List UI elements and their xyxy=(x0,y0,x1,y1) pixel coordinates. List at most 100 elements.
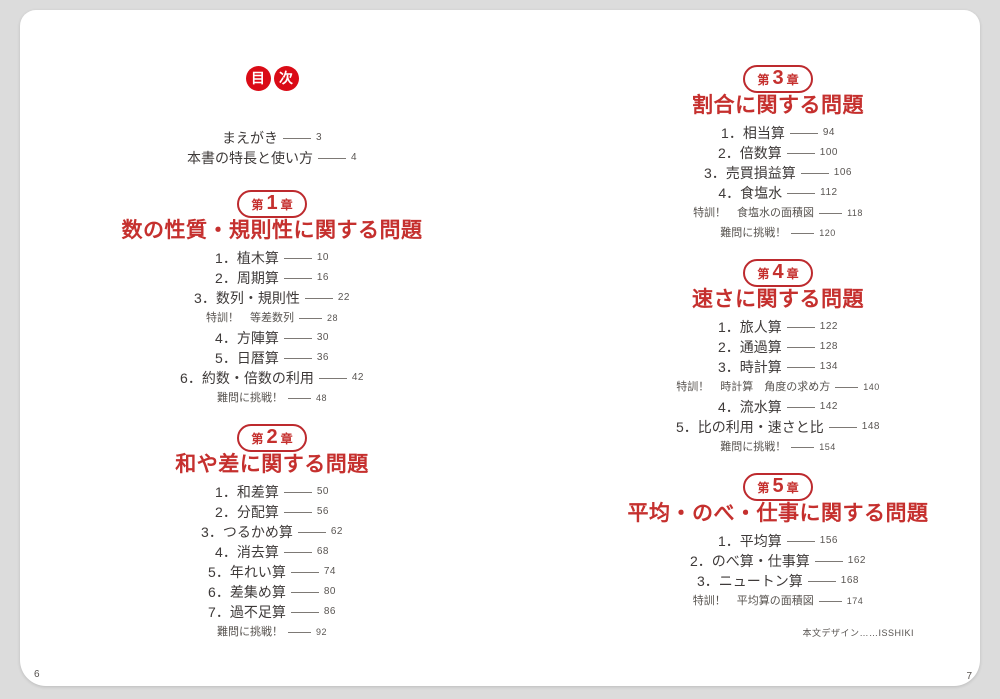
leader-dash xyxy=(317,157,346,159)
item-page-number: 94 xyxy=(822,127,835,138)
chapter-items-list: 1．和差算 50 2．分配算 56 3．つるかめ算 62 4．消去算 68 5．… xyxy=(104,482,440,642)
item-page-number: 92 xyxy=(315,627,327,637)
chapter-items-list: 1．平均算 156 2．のべ算・仕事算 162 3．ニュートン算 168 特訓！… xyxy=(598,531,958,611)
item-label: 2．倍数算 xyxy=(718,145,782,161)
item-page-number: 42 xyxy=(351,372,364,383)
item-label: 難問に挑戦！ xyxy=(720,227,787,239)
toc-item-line: 4．食塩水 112 xyxy=(598,183,958,203)
item-label: 2．通過算 xyxy=(718,339,782,355)
frontmatter-label: まえがき xyxy=(221,130,278,146)
chapter-badge: 第 1 章 xyxy=(237,190,307,218)
leader-dash xyxy=(304,297,333,299)
item-page-number: 56 xyxy=(316,506,329,517)
frontmatter-page-number: 3 xyxy=(315,132,323,143)
item-page-number: 162 xyxy=(847,555,866,566)
item-page-number: 100 xyxy=(819,147,838,158)
item-label: 難問に挑戦！ xyxy=(216,626,283,638)
item-label: 1．旅人算 xyxy=(718,319,782,335)
toc-item-line: 1．旅人算 122 xyxy=(598,317,958,337)
item-label: 2．周期算 xyxy=(215,270,279,286)
leader-dash xyxy=(297,531,326,533)
chapter-badge-prefix: 第 xyxy=(251,197,264,212)
item-label: 6．差集め算 xyxy=(208,584,286,600)
leader-dash xyxy=(786,406,815,408)
chapter-badge-prefix: 第 xyxy=(757,266,770,281)
toc-item-line: 特訓！ 等差数列 28 xyxy=(104,308,440,328)
chapter-badge-row: 第 5 章 xyxy=(598,473,958,501)
toc-item-line: 1．植木算 10 xyxy=(104,248,440,268)
toc-item-line: 1．相当算 94 xyxy=(598,123,958,143)
item-page-number: 106 xyxy=(833,167,852,178)
leader-dash xyxy=(283,551,312,553)
item-page-number: 156 xyxy=(819,535,838,546)
chapter-items-list: 1．植木算 10 2．周期算 16 3．数列・規則性 22 特訓！ 等差数列 2… xyxy=(104,248,440,408)
item-label: 5．年れい算 xyxy=(208,564,286,580)
item-label: 3．売買損益算 xyxy=(704,165,796,181)
item-page-number: 122 xyxy=(819,321,838,332)
item-label: 特訓！ 平均算の面積図 xyxy=(692,595,814,607)
leader-dash xyxy=(283,257,312,259)
design-credit: 本文デザイン……ISSHIKI xyxy=(802,628,914,638)
toc-item-line: 特訓！ 食塩水の面積図 118 xyxy=(598,203,958,223)
item-page-number: 154 xyxy=(819,442,836,452)
chapter-badge-number: 1 xyxy=(266,191,278,214)
toc-item-line: 難問に挑戦！ 48 xyxy=(104,388,440,408)
item-label: 1．植木算 xyxy=(215,250,279,266)
chapter-badge-row: 第 3 章 xyxy=(598,65,958,93)
frontmatter-page-number: 4 xyxy=(350,152,358,163)
item-page-number: 112 xyxy=(820,187,838,198)
item-label: 特訓！ 食塩水の面積図 xyxy=(693,207,815,219)
toc-item-line: 難問に挑戦！ 154 xyxy=(598,437,958,457)
toc-item-line: 5．年れい算 74 xyxy=(104,562,440,582)
leader-dash xyxy=(298,317,322,319)
leader-dash xyxy=(786,540,815,542)
chapter-badge: 第 5 章 xyxy=(743,473,813,501)
item-label: 3．時計算 xyxy=(718,359,782,375)
chapter-section: 第 5 章 平均・のべ・仕事に関する問題 1．平均算 156 2．のべ算・仕事算… xyxy=(598,473,958,611)
chapter-badge-row: 第 4 章 xyxy=(598,259,958,287)
leader-dash xyxy=(283,357,312,359)
toc-item-line: 6．約数・倍数の利用 42 xyxy=(104,368,440,388)
leader-dash xyxy=(791,232,815,234)
right-page-column: 第 3 章 割合に関する問題 1．相当算 94 2．倍数算 100 3．売買損益… xyxy=(598,65,958,611)
leader-dash xyxy=(283,337,312,339)
toc-circle-icon: 目 xyxy=(245,66,271,91)
chapter-items-list: 1．旅人算 122 2．通過算 128 3．時計算 134 特訓！ 時計算 角度… xyxy=(598,317,958,457)
item-label: 4．流水算 xyxy=(718,399,782,415)
leader-dash xyxy=(786,326,815,328)
item-page-number: 134 xyxy=(819,361,838,372)
item-page-number: 30 xyxy=(316,332,329,343)
chapter-badge-prefix: 第 xyxy=(757,480,770,495)
chapter-badge-suffix: 章 xyxy=(786,72,799,87)
leader-dash xyxy=(791,446,815,448)
toc-item-line: 2．倍数算 100 xyxy=(598,143,958,163)
toc-title-badge: 目 次 xyxy=(104,66,440,92)
toc-item-line: 5．日暦算 36 xyxy=(104,348,440,368)
chapter-badge-row: 第 2 章 xyxy=(104,424,440,452)
toc-item-line: 6．差集め算 80 xyxy=(104,582,440,602)
toc-item-line: 7．過不足算 86 xyxy=(104,602,440,622)
book-spread: 目 次 まえがき 3 本書の特長と使い方 4 第 1 章 数の性質・規則性に関す… xyxy=(20,10,980,686)
toc-item-line: 2．のべ算・仕事算 162 xyxy=(598,551,958,571)
leader-dash xyxy=(818,600,842,602)
toc-item-line: 3．時計算 134 xyxy=(598,357,958,377)
item-page-number: 28 xyxy=(326,313,338,323)
toc-item-line: 3．数列・規則性 22 xyxy=(104,288,440,308)
toc-item-line: 3．つるかめ算 62 xyxy=(104,522,440,542)
leader-dash xyxy=(819,212,843,214)
leader-dash xyxy=(786,346,815,348)
item-page-number: 142 xyxy=(819,401,838,412)
chapter-section: 第 3 章 割合に関する問題 1．相当算 94 2．倍数算 100 3．売買損益… xyxy=(598,65,958,243)
chapter-badge-number: 3 xyxy=(772,66,784,89)
chapter-section: 第 2 章 和や差に関する問題 1．和差算 50 2．分配算 56 3．つるかめ… xyxy=(104,424,440,642)
item-page-number: 22 xyxy=(337,292,350,303)
leader-dash xyxy=(800,172,829,174)
toc-item-line: 4．流水算 142 xyxy=(598,397,958,417)
chapter-badge-number: 5 xyxy=(772,474,784,497)
frontmatter-line: 本書の特長と使い方 4 xyxy=(104,148,440,168)
leader-dash xyxy=(290,591,319,593)
toc-item-line: 難問に挑戦！ 92 xyxy=(104,622,440,642)
item-label: 5．日暦算 xyxy=(215,350,279,366)
chapter-title: 数の性質・規則性に関する問題 xyxy=(121,219,423,242)
